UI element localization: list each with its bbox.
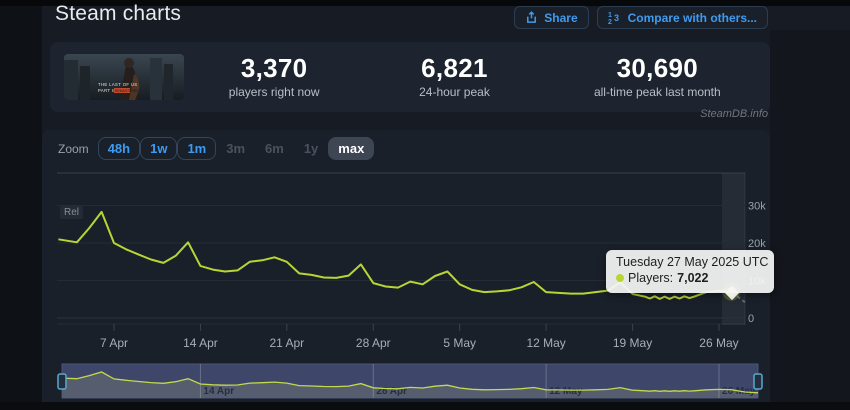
zoom-buttons: 48h 1w 1m 3m 6m 1y max <box>97 137 375 160</box>
compare-ranking-icon: 1 2 3 <box>608 12 619 24</box>
zoom-button-6m[interactable]: 6m <box>265 141 284 156</box>
capsule-logo-line2: PART II <box>98 88 115 93</box>
chart-tooltip: Tuesday 27 May 2025 UTC Players: 7,022 <box>606 250 774 293</box>
share-button[interactable]: Share <box>514 6 589 29</box>
zoom-button-3m[interactable]: 3m <box>226 141 246 156</box>
top-strip <box>0 0 850 6</box>
capsule-logo-badge: REMASTERED <box>115 89 139 93</box>
stat-label: 24-hour peak <box>419 85 490 100</box>
release-flag: Rel <box>60 206 84 219</box>
stat-alltime-peak: 30,690 all-time peak last month <box>545 52 770 100</box>
right-margin <box>770 30 850 402</box>
stat-label: players right now <box>228 85 320 100</box>
page-title: Steam charts <box>55 2 182 25</box>
svg-text:1: 1 <box>608 12 612 19</box>
stats-card: THE LAST OF US PART II REMASTERED 3,370 … <box>50 42 770 112</box>
svg-text:3: 3 <box>614 13 619 23</box>
stat-24h-peak: 6,821 24-hour peak <box>364 52 544 100</box>
stat-label: all-time peak last month <box>593 85 721 100</box>
stat-value: 6,821 <box>421 52 488 83</box>
left-margin <box>0 6 42 402</box>
game-capsule[interactable]: THE LAST OF US PART II REMASTERED <box>64 54 184 100</box>
stat-value: 30,690 <box>616 52 698 83</box>
compare-button[interactable]: 1 2 3 Compare with others... <box>596 6 768 29</box>
zoom-button-max[interactable]: max <box>328 137 375 160</box>
share-label: Share <box>544 10 578 25</box>
share-icon <box>527 11 537 23</box>
zoom-button-1m[interactable]: 1m <box>177 137 217 160</box>
zoom-button-1w[interactable]: 1w <box>140 137 178 160</box>
tooltip-value: 7,022 <box>677 271 709 285</box>
zoom-toolbar: Zoom 48h 1w 1m 3m 6m 1y max <box>58 137 375 160</box>
tooltip-series-label: Players: <box>628 271 674 285</box>
series-dot-icon <box>616 274 624 282</box>
tooltip-date: Tuesday 27 May 2025 UTC <box>616 255 769 269</box>
zoom-label: Zoom <box>58 142 89 156</box>
capsule-logo-line1: THE LAST OF US <box>98 82 138 87</box>
zoom-button-48h[interactable]: 48h <box>97 137 141 160</box>
header-actions: Share 1 2 3 Compare with others... <box>514 6 768 29</box>
stat-value: 3,370 <box>240 52 308 83</box>
stat-current-players: 3,370 players right now <box>184 52 364 100</box>
steamdb-watermark: SteamDB.info <box>700 108 768 120</box>
bottom-strip <box>0 402 850 410</box>
compare-label: Compare with others... <box>627 10 757 25</box>
svg-text:2: 2 <box>608 19 612 24</box>
zoom-button-1y[interactable]: 1y <box>303 141 319 156</box>
